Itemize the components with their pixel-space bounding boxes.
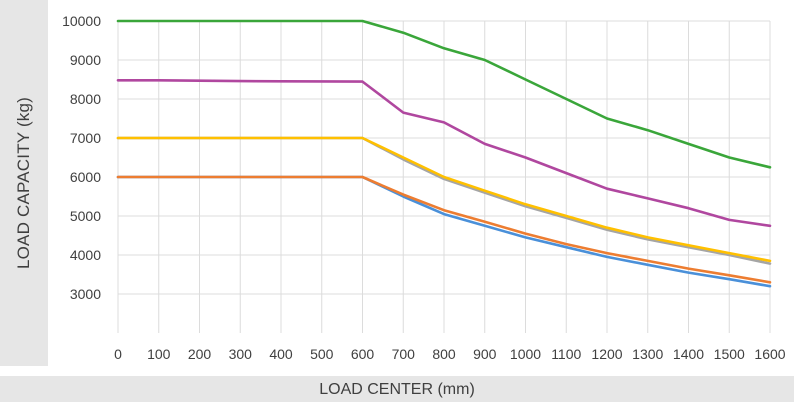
x-tick-label: 0: [114, 346, 122, 362]
x-tick-label: 600: [351, 346, 375, 362]
y-tick-label: 3000: [70, 286, 101, 302]
x-tick-label: 100: [147, 346, 171, 362]
x-tick-label: 500: [310, 346, 334, 362]
y-tick-labels: 3000 4000 5000 6000 7000 8000 9000 10000: [62, 13, 101, 302]
x-tick-label: 1000: [510, 346, 541, 362]
series-lines: [116, 19, 772, 288]
x-tick-label: 1400: [673, 346, 704, 362]
series-line-6: [116, 19, 772, 169]
x-tick-labels: 0 100 200 300 400 500 600 700 800 900 1000 1100 1200…: [114, 346, 786, 362]
series-line-2: [116, 175, 772, 284]
x-axis-title: LOAD CENTER (mm): [319, 381, 475, 398]
x-tick-label: 200: [188, 346, 212, 362]
x-axis-label-band: LOAD CENTER (mm): [0, 376, 794, 402]
series-line-4: [116, 136, 772, 263]
y-tick-label: 5000: [70, 208, 101, 224]
y-tick-label: 6000: [70, 169, 101, 185]
x-tick-label: 1100: [551, 346, 581, 362]
y-tick-label: 9000: [70, 52, 101, 68]
x-tick-label: 900: [473, 346, 497, 362]
grid-lines: [117, 20, 771, 333]
series-line-5: [116, 79, 772, 228]
y-tick-label: 10000: [62, 13, 101, 29]
x-tick-label: 700: [392, 346, 416, 362]
y-tick-label: 7000: [70, 130, 101, 146]
x-tick-label: 300: [229, 346, 253, 362]
line-chart: 0 100 200 300 400 500 600 700 800 900 1000 1100 1200…: [62, 13, 786, 362]
x-tick-label: 1300: [632, 346, 663, 362]
x-tick-label: 800: [432, 346, 456, 362]
y-axis-label-band: LOAD CAPACITY (kg): [0, 0, 48, 366]
x-tick-label: 400: [269, 346, 293, 362]
x-tick-label: 1500: [714, 346, 745, 362]
y-tick-label: 4000: [70, 247, 101, 263]
x-tick-label: 1200: [591, 346, 622, 362]
x-tick-label: 1600: [754, 346, 785, 362]
y-tick-label: 8000: [70, 91, 101, 107]
